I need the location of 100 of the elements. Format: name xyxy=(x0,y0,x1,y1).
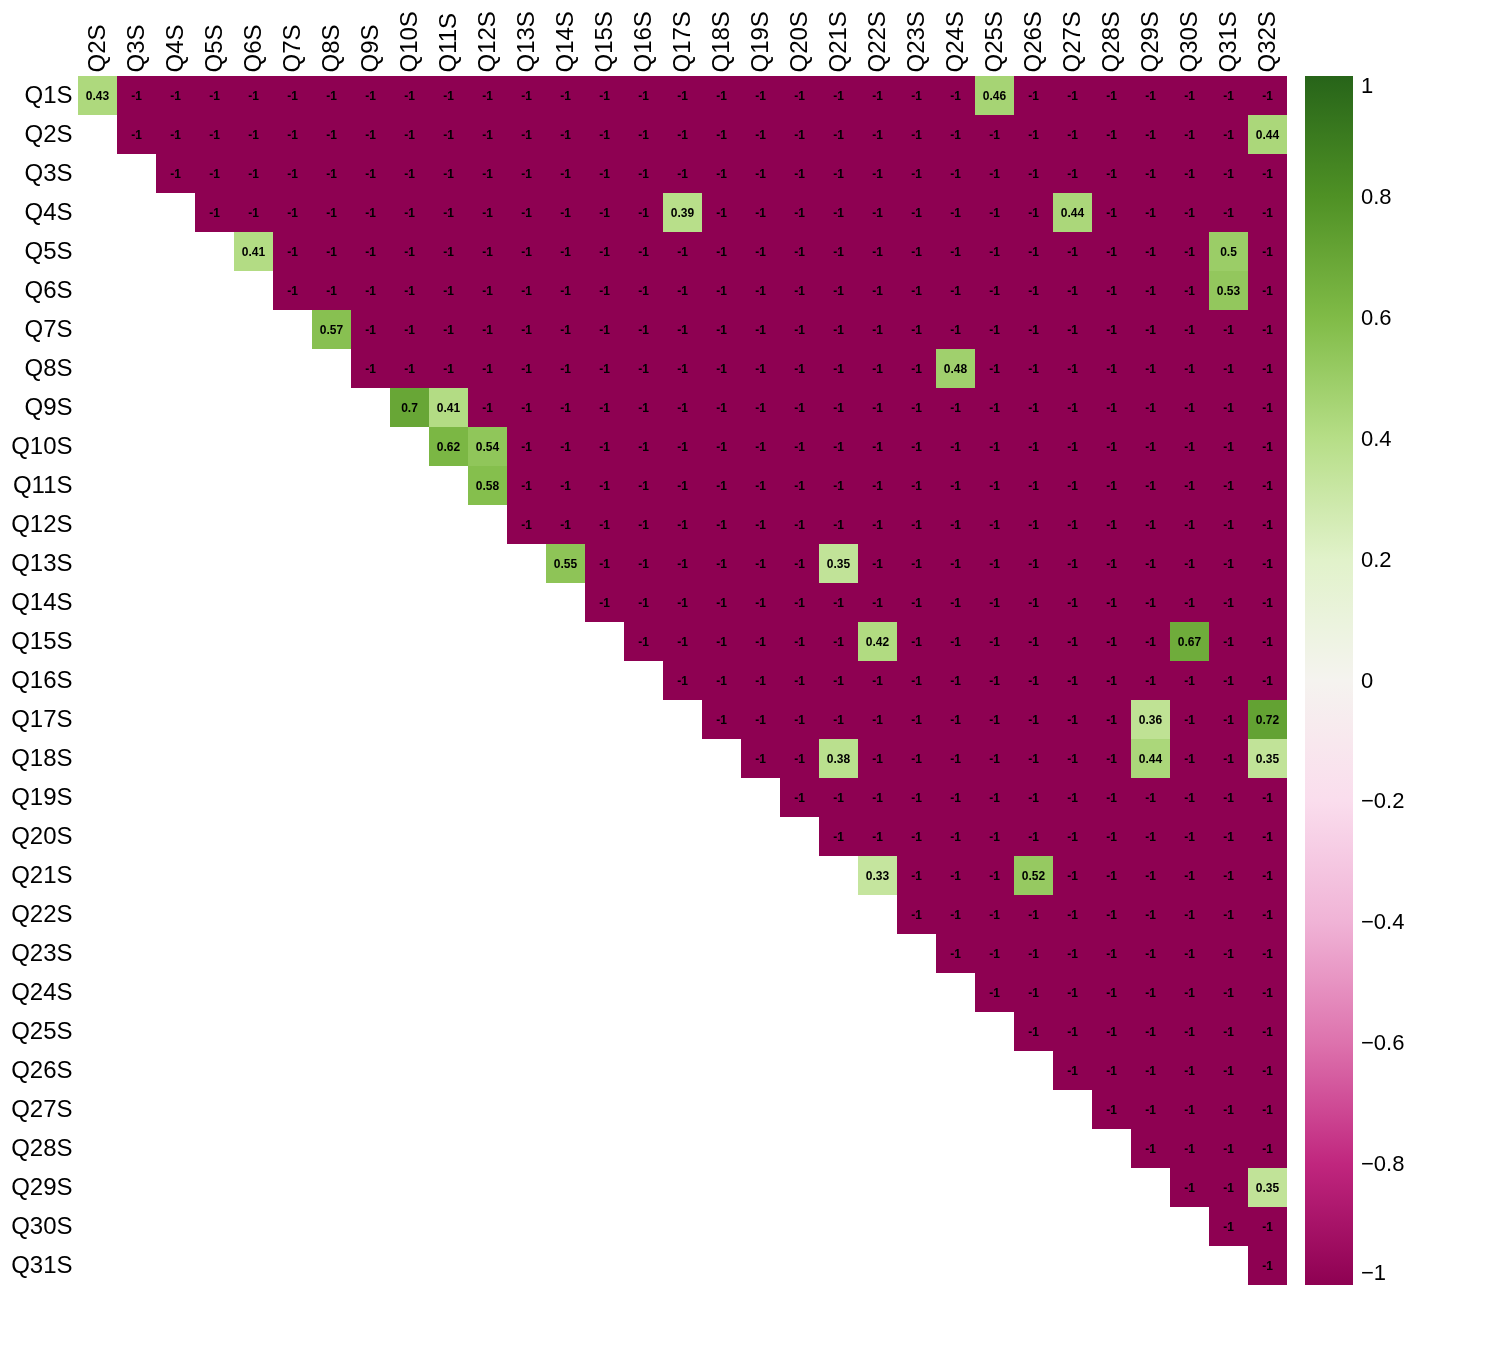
data-label: -1 xyxy=(365,127,377,142)
x-tick-label: Q28S xyxy=(1096,11,1124,73)
x-tick-label: Q7S xyxy=(277,24,305,73)
data-label: -1 xyxy=(1262,244,1274,259)
data-label: -1 xyxy=(404,322,416,337)
data-label: -1 xyxy=(521,244,533,259)
data-label: -1 xyxy=(1184,868,1196,883)
data-label: -1 xyxy=(1028,790,1040,805)
data-label: -1 xyxy=(638,478,650,493)
data-label: -1 xyxy=(326,166,338,181)
data-label: -1 xyxy=(365,205,377,220)
data-label: -1 xyxy=(1184,1102,1196,1117)
data-label: -1 xyxy=(1028,712,1040,727)
data-label: -1 xyxy=(1067,595,1079,610)
data-label: -1 xyxy=(248,88,260,103)
x-tick-label: Q5S xyxy=(199,24,227,73)
data-label: -1 xyxy=(989,400,1001,415)
x-tick-label: Q21S xyxy=(823,11,851,73)
data-label: -1 xyxy=(716,127,728,142)
data-label: -1 xyxy=(833,829,845,844)
data-label: -1 xyxy=(1028,361,1040,376)
data-label: -1 xyxy=(1184,1180,1196,1195)
data-label: -1 xyxy=(1067,127,1079,142)
data-label: -1 xyxy=(833,283,845,298)
data-label: -1 xyxy=(833,673,845,688)
y-tick-label: Q5S xyxy=(24,236,73,264)
data-label: -1 xyxy=(989,244,1001,259)
data-label: -1 xyxy=(560,361,572,376)
x-tick-label: Q29S xyxy=(1135,11,1163,73)
x-tick-label: Q10S xyxy=(394,11,422,73)
data-label: -1 xyxy=(794,88,806,103)
color-bar-label: 0.8 xyxy=(1361,183,1392,209)
data-label: -1 xyxy=(1223,1063,1235,1078)
data-label: -1 xyxy=(755,517,767,532)
data-label: 0.41 xyxy=(436,400,461,415)
data-label: -1 xyxy=(989,946,1001,961)
data-label: -1 xyxy=(1145,790,1157,805)
data-label: -1 xyxy=(1028,907,1040,922)
data-label: -1 xyxy=(1067,322,1079,337)
data-label: -1 xyxy=(1145,1063,1157,1078)
data-label: -1 xyxy=(560,166,572,181)
data-label: -1 xyxy=(1067,1063,1079,1078)
data-label: -1 xyxy=(404,283,416,298)
data-label: 0.48 xyxy=(943,361,968,376)
data-label: -1 xyxy=(1223,517,1235,532)
y-tick-label: Q1S xyxy=(24,80,73,108)
data-label: -1 xyxy=(1223,1102,1235,1117)
data-label: -1 xyxy=(755,361,767,376)
data-label: -1 xyxy=(638,283,650,298)
data-label: -1 xyxy=(560,127,572,142)
x-tick-label: Q22S xyxy=(862,11,890,73)
data-label: -1 xyxy=(1184,1063,1196,1078)
data-label: -1 xyxy=(404,127,416,142)
data-label: -1 xyxy=(209,127,221,142)
data-label: -1 xyxy=(1067,88,1079,103)
data-label: -1 xyxy=(755,634,767,649)
data-label: -1 xyxy=(794,517,806,532)
data-label: -1 xyxy=(1262,400,1274,415)
data-label: -1 xyxy=(677,634,689,649)
data-label: -1 xyxy=(872,322,884,337)
data-label: -1 xyxy=(638,322,650,337)
data-label: -1 xyxy=(1106,868,1118,883)
data-label: -1 xyxy=(1106,595,1118,610)
data-label: -1 xyxy=(443,244,455,259)
data-label: -1 xyxy=(326,283,338,298)
data-label: -1 xyxy=(755,166,767,181)
data-label: -1 xyxy=(950,517,962,532)
y-tick-label: Q25S xyxy=(11,1016,73,1044)
data-label: -1 xyxy=(989,361,1001,376)
data-label: -1 xyxy=(1262,556,1274,571)
data-label: -1 xyxy=(1262,1024,1274,1039)
data-label: 0.7 xyxy=(401,400,419,415)
data-label: -1 xyxy=(950,868,962,883)
data-label: -1 xyxy=(989,673,1001,688)
data-label: -1 xyxy=(638,556,650,571)
color-bar-label: −1 xyxy=(1361,1260,1387,1285)
x-tick-label: Q23S xyxy=(901,11,929,73)
data-label: -1 xyxy=(1262,322,1274,337)
data-label: -1 xyxy=(677,556,689,571)
y-tick-label: Q21S xyxy=(11,860,73,888)
data-label: -1 xyxy=(638,400,650,415)
data-label: -1 xyxy=(1262,1219,1274,1234)
x-tick-label: Q13S xyxy=(511,11,539,73)
data-label: -1 xyxy=(911,205,923,220)
data-label: -1 xyxy=(833,595,845,610)
data-label: -1 xyxy=(326,244,338,259)
data-label: -1 xyxy=(1223,322,1235,337)
x-tick-label: Q14S xyxy=(550,11,578,73)
data-label: -1 xyxy=(833,439,845,454)
data-label: -1 xyxy=(872,790,884,805)
data-label: -1 xyxy=(1223,400,1235,415)
data-label: -1 xyxy=(677,673,689,688)
data-label: -1 xyxy=(443,88,455,103)
data-label: -1 xyxy=(716,634,728,649)
data-label: -1 xyxy=(365,244,377,259)
data-label: -1 xyxy=(833,322,845,337)
y-tick-label: Q11S xyxy=(12,470,73,498)
data-label: -1 xyxy=(1067,439,1079,454)
data-label: -1 xyxy=(716,322,728,337)
data-label: -1 xyxy=(209,205,221,220)
